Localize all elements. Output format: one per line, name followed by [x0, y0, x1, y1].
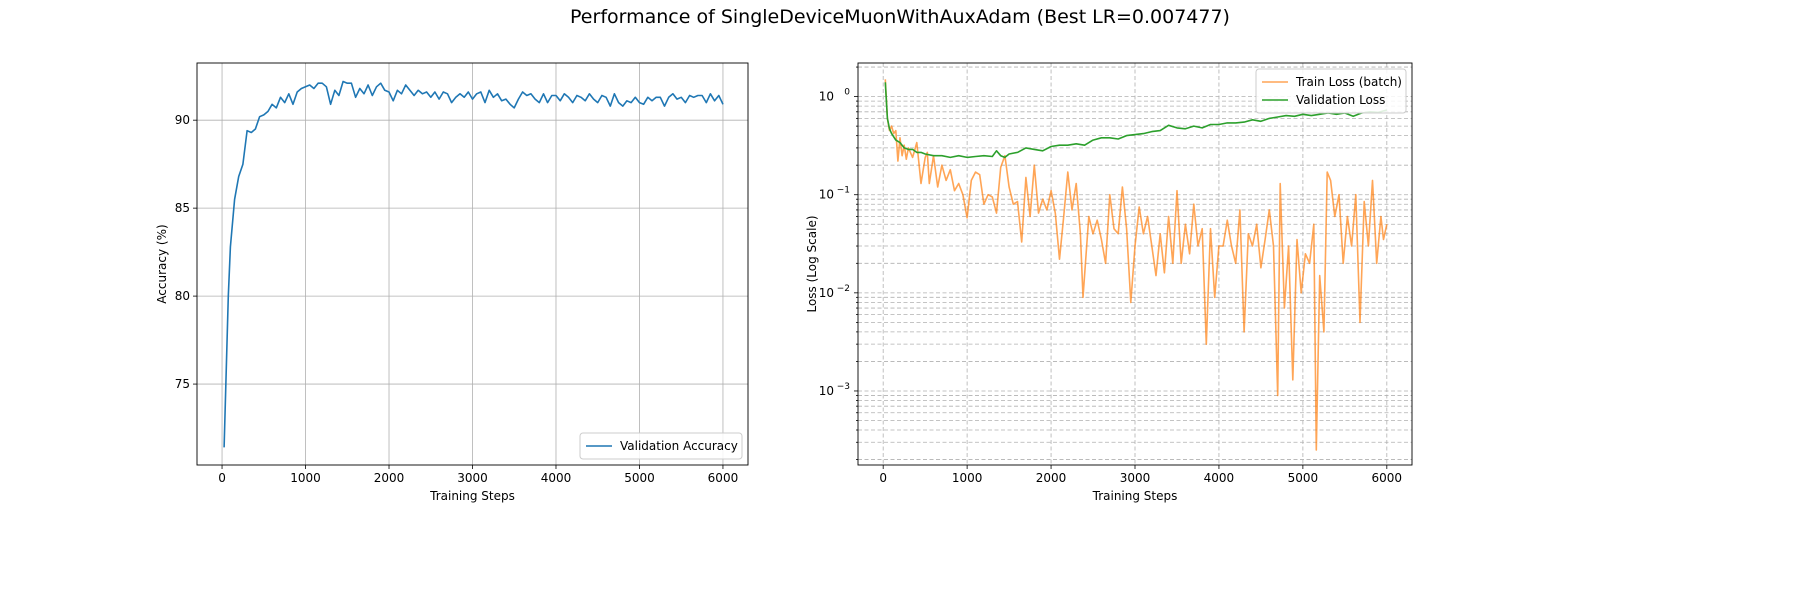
- legend-label: Validation Loss: [1296, 93, 1385, 107]
- x-tick-label: 3000: [1120, 471, 1151, 485]
- y-tick-label: 10: [819, 90, 834, 104]
- figure-title: Performance of SingleDeviceMuonWithAuxAd…: [570, 6, 1230, 28]
- y-tick-exponent: −1: [837, 186, 850, 196]
- x-tick-label: 2000: [374, 471, 405, 485]
- x-tick-label: 6000: [708, 471, 739, 485]
- axes-frame: [857, 62, 1413, 466]
- x-tick-label: 0: [879, 471, 887, 485]
- y-tick-label: 80: [175, 289, 190, 303]
- x-tick-label: 4000: [1204, 471, 1235, 485]
- y-tick-exponent: −2: [837, 284, 850, 294]
- axes-frame: [196, 62, 749, 466]
- legend: Validation Accuracy: [579, 432, 743, 460]
- subplot-1: 0 1000 2000 3000 4000 5000 6000 75 80 85 90 Trainin…: [155, 62, 749, 503]
- legend-label: Train Loss (batch): [1295, 75, 1402, 89]
- series-line-validation-accuracy: [223, 80, 724, 448]
- y-tick-label: 75: [175, 377, 190, 391]
- legend: Train Loss (batch) Validation Loss: [1255, 68, 1407, 114]
- y-tick-label: 90: [175, 113, 190, 127]
- x-tick-label: 2000: [1036, 471, 1067, 485]
- legend-box: [579, 432, 743, 460]
- x-tick-label: 1000: [290, 471, 321, 485]
- x-tick-label: 6000: [1372, 471, 1403, 485]
- x-tick-label: 4000: [541, 471, 572, 485]
- x-tick-label: 5000: [624, 471, 655, 485]
- legend-box: [1255, 68, 1407, 114]
- y-tick-label: 10: [819, 384, 834, 398]
- y-tick-exponent: 0: [844, 88, 850, 98]
- y-axis-label: Loss (Log Scale): [805, 215, 819, 312]
- x-tick-label: 3000: [457, 471, 488, 485]
- y-tick-label: 10: [819, 286, 834, 300]
- x-axis-label: Training Steps: [429, 489, 515, 503]
- x-tick-label: 0: [218, 471, 226, 485]
- y-axis-label: Accuracy (%): [155, 224, 169, 303]
- x-axis-label: Training Steps: [1092, 489, 1178, 503]
- x-tick-label: 1000: [952, 471, 983, 485]
- legend-label: Validation Accuracy: [620, 439, 738, 453]
- y-tick-exponent: −3: [837, 382, 850, 392]
- y-tick-label: 10: [819, 188, 834, 202]
- y-tick-label: 85: [175, 201, 190, 215]
- series-line-train-loss-batch-: [884, 79, 1388, 451]
- series-line-validation-loss: [884, 82, 1388, 159]
- x-tick-label: 5000: [1288, 471, 1319, 485]
